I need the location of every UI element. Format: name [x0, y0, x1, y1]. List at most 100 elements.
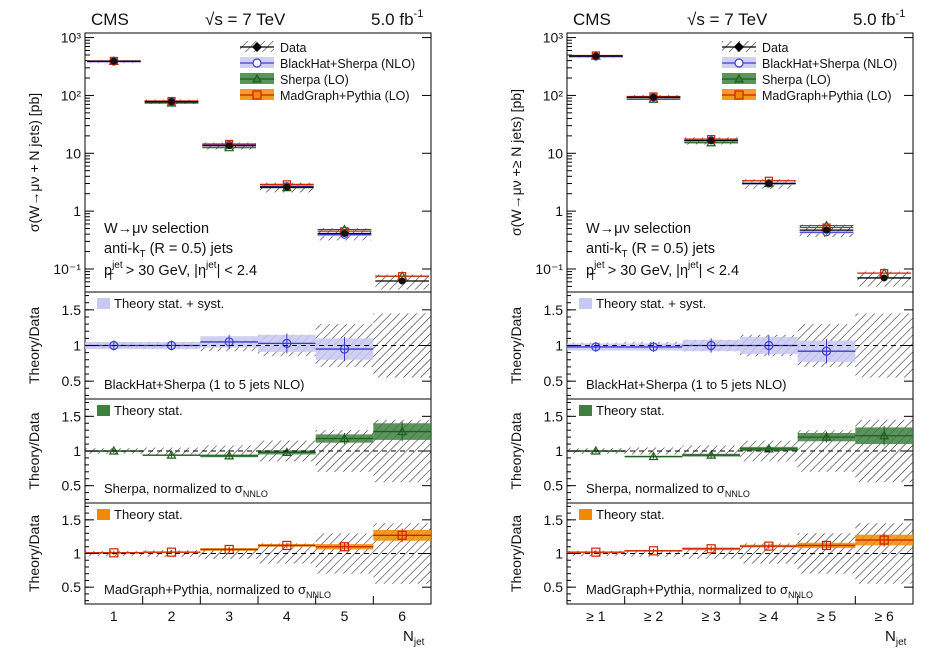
data-marker [225, 142, 233, 150]
ratio-legend-label: Theory stat. [114, 507, 183, 522]
data-uncertainty-hatch [624, 550, 683, 557]
theory-ratio-marker [764, 340, 774, 351]
ratio-panel-label: MadGraph+Pythia, normalized to σNNLO [586, 582, 813, 600]
ratio-y-tick-label: 1 [73, 546, 81, 562]
selection-pt-sub: T [590, 272, 596, 283]
ratio-y-tick-label: 1 [555, 443, 563, 459]
selection-eta-rest: | < 2.4 [699, 263, 739, 279]
ratio-y-tick-label: 1 [73, 443, 81, 459]
theory-ratio-marker [109, 548, 119, 558]
legend-data-label: Data [280, 41, 306, 55]
selection-jet-algo: anti-kT (R = 0.5) jets [104, 241, 233, 260]
theory-ratio-marker [763, 443, 774, 453]
ratio-y-tick-label: 1 [555, 546, 563, 562]
y-tick-label: 10² [543, 87, 564, 103]
data-marker [823, 226, 830, 234]
y-tick-label: 1 [73, 203, 81, 219]
energy-label: √s = 7 TeV [205, 10, 286, 29]
ratio-y-axis-label: Theory/Data [26, 412, 42, 489]
data-uncertainty-hatch [624, 447, 683, 455]
ratio-panel-1: 1.5 1 0.5 Theory/Data Theory stat. + syst. Bl… [26, 291, 432, 400]
ratio-panel-label-text: BlackHat+Sherpa (1 to 5 jets NLO) [104, 377, 305, 392]
x-tick-label: ≥ 6 [874, 608, 894, 624]
data-marker [110, 57, 118, 65]
ratio-panel-label-text: MadGraph+Pythia, normalized to σ [104, 582, 306, 597]
legend-madgraph-marker [252, 90, 262, 100]
ratio-y-tick-label: 1.5 [544, 408, 564, 424]
ratio-panel-1: 1.5 1 0.5 Theory/Data Theory stat. + syst. Bl… [508, 291, 914, 400]
theory-ratio-marker [339, 542, 350, 552]
ratio-panel-label: Sherpa, normalized to σNNLO [586, 481, 750, 499]
y-axis-label: σ(W→μν + N jets) [pb] [26, 93, 42, 232]
legend-sherpa-label: Sherpa (LO) [762, 73, 831, 87]
legend-blackhat-label: BlackHat+Sherpa (NLO) [762, 57, 897, 71]
ratio-y-tick-label: 1.5 [544, 512, 564, 528]
legend-sherpa-marker [251, 73, 263, 83]
ratio-panel-2: 1.5 1 0.5 Theory/Data Theory stat. Sherpa, no… [26, 398, 432, 504]
ratio-panel-label-sub: NNLO [243, 489, 268, 499]
ratio-y-axis-label: Theory/Data [508, 307, 524, 384]
y-tick-label: 10 [65, 145, 81, 161]
selection-jet-algo-rest: (R = 0.5) jets [146, 241, 233, 257]
ratio-legend-label: Theory stat. + syst. [596, 296, 706, 311]
experiment-label: CMS [91, 10, 129, 29]
data-uncertainty-hatch [797, 533, 856, 574]
chart-panel-left: CMS √s = 7 TeV 5.0 fb-1 10³ 10² 10 1 10⁻¹ σ(W→μν… [26, 8, 432, 648]
theory-ratio-marker [648, 546, 659, 556]
y-tick-label: 10 [547, 145, 563, 161]
x-tick-label: ≥ 1 [586, 608, 606, 624]
selection-pt: p [586, 263, 594, 279]
y-tick-label: 1 [555, 203, 563, 219]
theory-ratio-marker [879, 535, 889, 545]
x-tick-label: 2 [168, 608, 176, 624]
theory-ratio-marker [821, 346, 832, 356]
theory-ratio-marker [224, 450, 235, 460]
selection-pt-sub: T [108, 272, 114, 283]
theory-ratio-marker [764, 541, 774, 551]
legend-data-label: Data [762, 41, 788, 55]
selection-kinematics: pjet T > 30 GeV, |ηjet| < 2.4 [104, 260, 257, 283]
ratio-y-tick-label: 0.5 [62, 579, 82, 595]
ratio-panel-label-text: Sherpa, normalized to σ [104, 481, 243, 496]
ratio-y-axis-label: Theory/Data [26, 515, 42, 592]
selection-jet-algo-rest: (R = 0.5) jets [628, 241, 715, 257]
data-marker [765, 180, 773, 188]
x-axis-label-main: N [403, 628, 414, 645]
x-axis-label: Njet [403, 628, 425, 648]
theory-ratio-marker [166, 449, 177, 459]
ratio-legend-label: Theory stat. [596, 507, 665, 522]
chart-panel-right: CMS √s = 7 TeV 5.0 fb-1 10³ 10² 10 1 10⁻¹ σ(W→μν… [508, 8, 914, 648]
theory-ratio-marker [591, 342, 601, 352]
energy-label: √s = 7 TeV [687, 10, 768, 29]
x-tick-label: 4 [283, 608, 291, 624]
theory-ratio-marker [648, 342, 659, 352]
x-tick-label: 1 [110, 608, 118, 624]
theory-ratio-marker [282, 540, 292, 551]
theory-ratio-marker [339, 433, 350, 443]
ratio-legend-swatch [97, 298, 110, 309]
selection-eta-rest: | < 2.4 [217, 263, 257, 279]
x-tick-label: ≥ 3 [701, 608, 721, 624]
ratio-y-axis-label: Theory/Data [508, 515, 524, 592]
selection-eta: > 30 GeV, |η [604, 263, 688, 279]
x-tick-label: ≥ 4 [759, 608, 779, 624]
x-tick-label: ≥ 5 [817, 608, 837, 624]
ratio-panel-label-text: MadGraph+Pythia, normalized to σ [586, 582, 788, 597]
ratio-y-tick-label: 1 [555, 338, 563, 354]
luminosity-value: 5.0 fb [853, 10, 896, 29]
x-tick-label: ≥ 2 [644, 608, 664, 624]
ratio-y-tick-label: 0.5 [544, 373, 564, 389]
ratio-panel-label-text: BlackHat+Sherpa (1 to 5 jets NLO) [586, 377, 787, 392]
theory-ratio-marker [706, 544, 716, 554]
data-marker [341, 230, 348, 238]
selection-pt-sup: jet [111, 260, 123, 271]
legend-blackhat-marker [252, 58, 262, 68]
ratio-legend-label: Theory stat. [114, 403, 183, 418]
ratio-legend-label: Theory stat. [596, 403, 665, 418]
x-axis-label-sub: jet [895, 637, 907, 648]
selection-pt-sup: jet [593, 260, 605, 271]
theory-ratio-marker [821, 540, 832, 551]
ratio-legend-label: Theory stat. + syst. [114, 296, 224, 311]
y-tick-label: 10³ [61, 30, 82, 46]
